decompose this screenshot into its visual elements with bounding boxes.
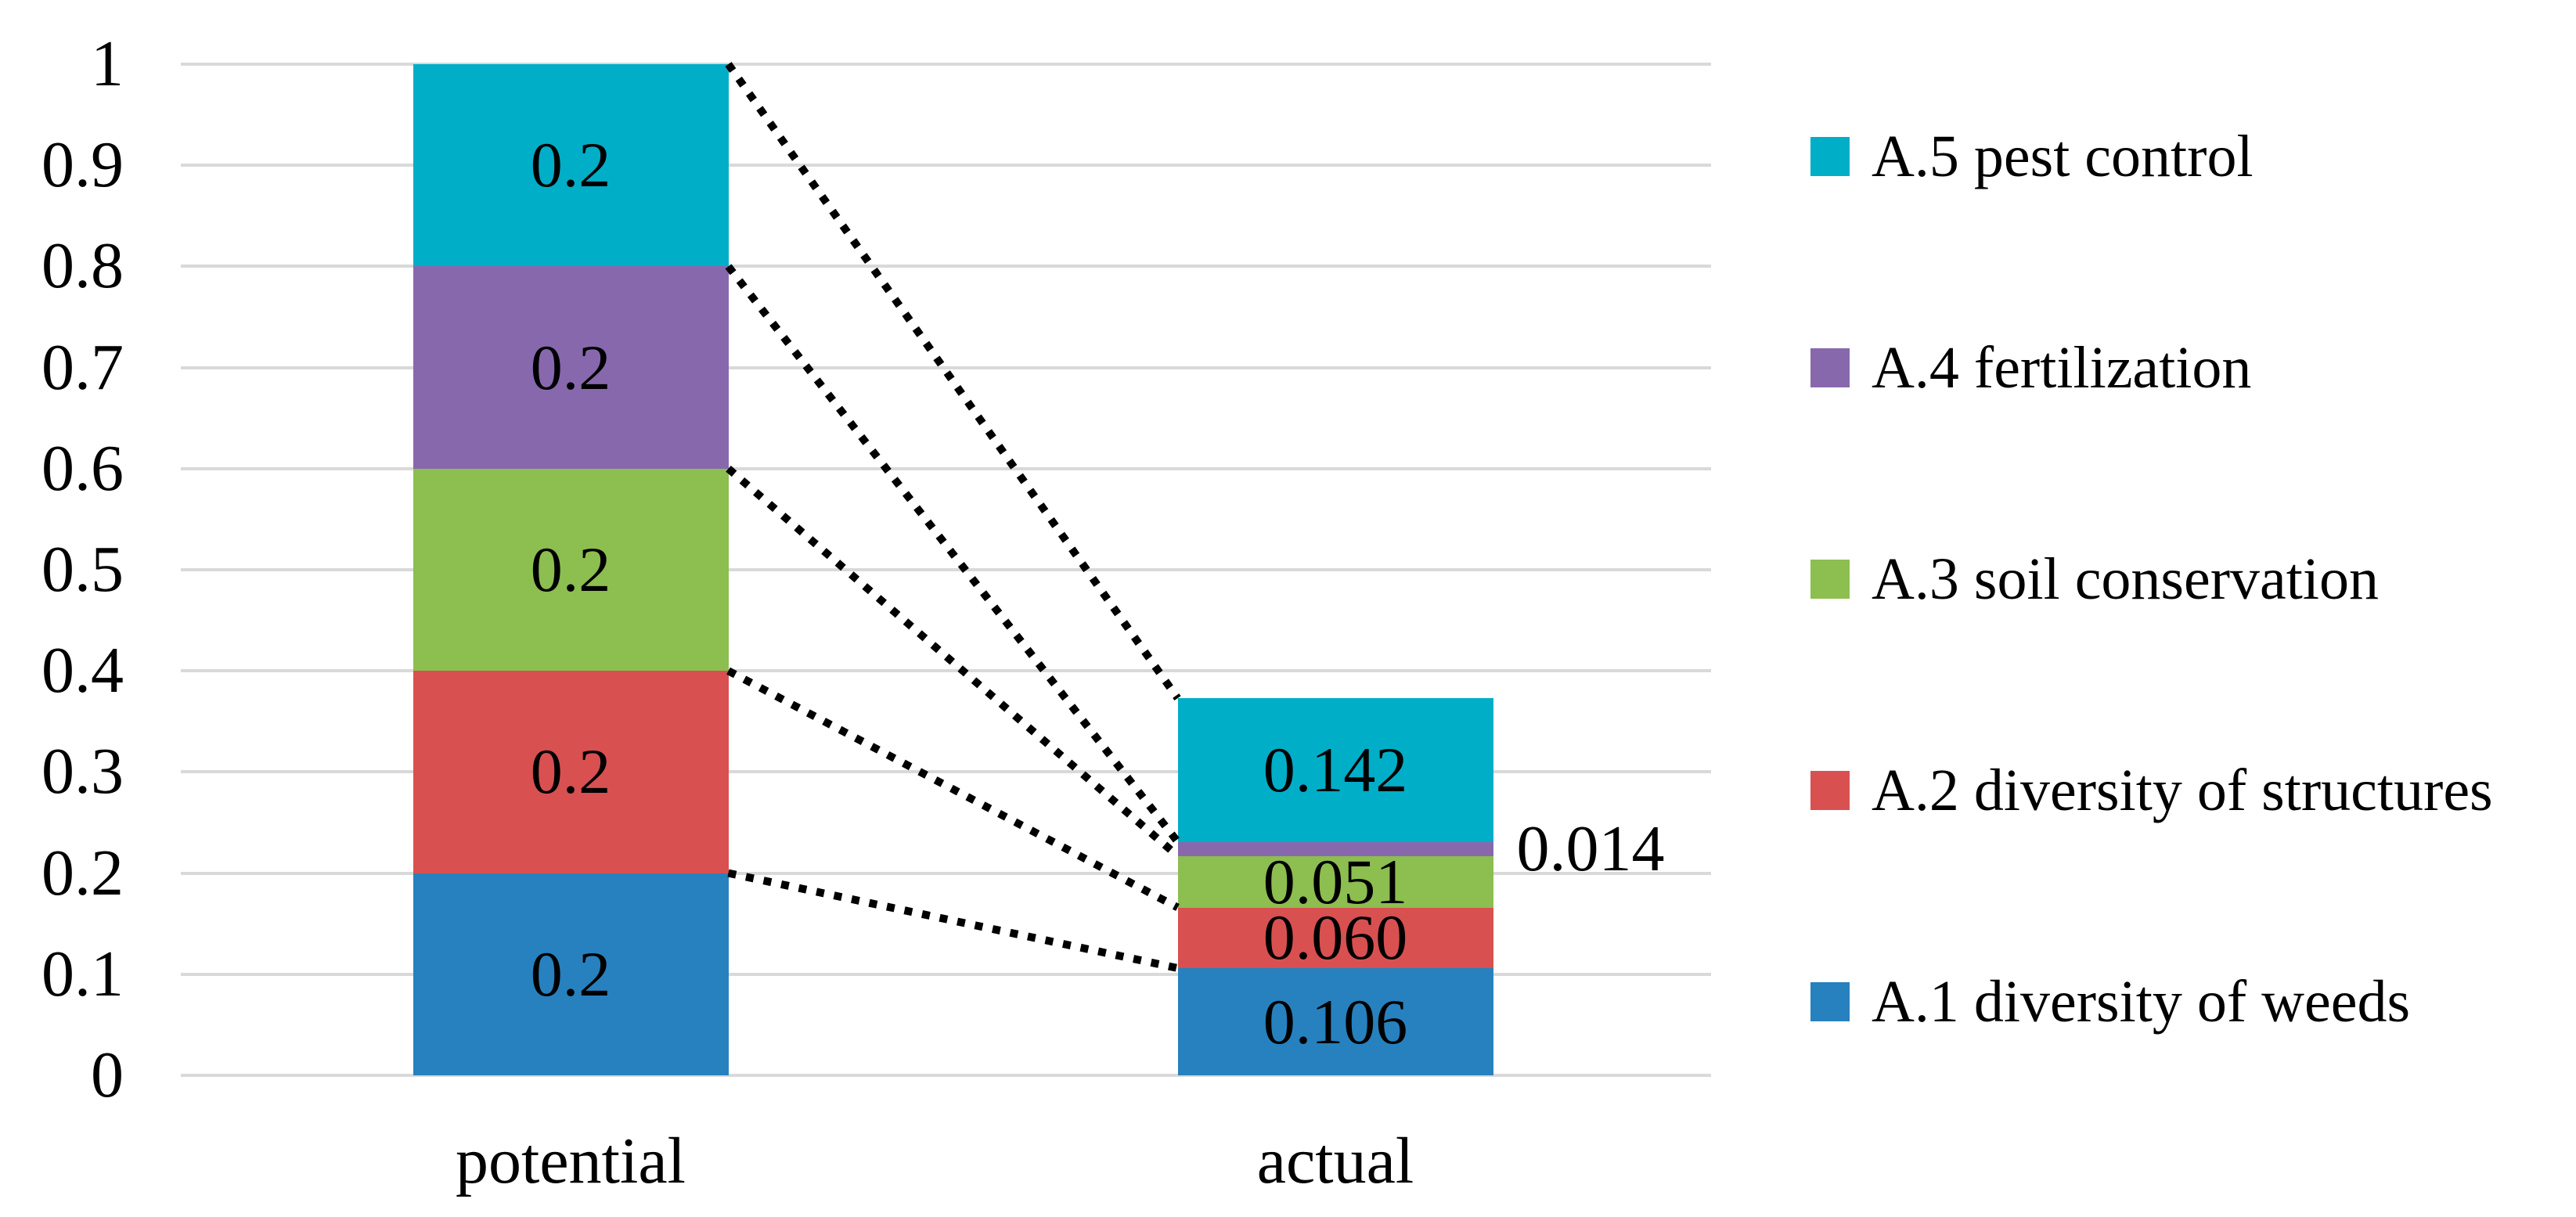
y-axis-tick-label: 0 xyxy=(91,1039,124,1111)
y-axis-tick-label: 0.3 xyxy=(41,735,124,808)
y-axis-tick-label: 0.9 xyxy=(41,128,124,202)
connector-line-a5 xyxy=(725,62,1181,700)
bar-segment-actual-a4 xyxy=(1177,841,1493,856)
bar-segment-label-actual-a2: 0.060 xyxy=(1263,902,1408,974)
y-axis-tick-label: 1 xyxy=(91,27,124,100)
connector-line-a4 xyxy=(725,264,1181,844)
bar-segment-label-actual-a5: 0.142 xyxy=(1263,733,1408,805)
legend-label-a3: A.3 soil conservation xyxy=(1872,546,2380,612)
bar-segment-potential-a4 xyxy=(413,266,729,469)
gridline xyxy=(181,972,1711,976)
legend-item-a3: A.3 soil conservation xyxy=(1810,540,2379,618)
y-axis-tick-label: 0.7 xyxy=(41,330,124,404)
bar-segment-potential-a3 xyxy=(413,468,729,672)
gridline xyxy=(181,365,1711,369)
y-axis-tick-label: 0.5 xyxy=(41,533,124,606)
bar-segment-actual-a1 xyxy=(1177,968,1493,1075)
legend-swatch-a2 xyxy=(1810,771,1850,810)
legend-label-a5: A.5 pest control xyxy=(1872,124,2254,189)
legend-label-a2: A.2 diversity of structures xyxy=(1872,758,2493,823)
bar-segment-label-potential-a4: 0.2 xyxy=(530,331,611,403)
x-axis-category-label-potential: potential xyxy=(456,1125,686,1197)
bar-segment-label-potential-a1: 0.2 xyxy=(530,938,611,1010)
bar-segment-label-potential-a3: 0.2 xyxy=(530,534,611,605)
y-axis-tick-label: 0.6 xyxy=(41,431,124,505)
legend-item-a4: A.4 fertilization xyxy=(1810,329,2251,407)
outside-data-label-a4: 0.014 xyxy=(1516,812,1665,885)
gridline xyxy=(181,568,1711,571)
legend-swatch-a3 xyxy=(1810,560,1850,599)
bar-segment-label-potential-a2: 0.2 xyxy=(530,736,611,808)
legend-item-a2: A.2 diversity of structures xyxy=(1810,751,2493,830)
bar-segment-potential-a1 xyxy=(413,873,729,1075)
gridline xyxy=(181,63,1711,66)
y-axis-tick-label: 0.1 xyxy=(41,937,124,1010)
bar-segment-actual-a2 xyxy=(1177,907,1493,969)
y-axis-tick-label: 0.8 xyxy=(41,229,124,303)
connector-line-a3 xyxy=(726,466,1180,859)
bar-segment-label-actual-a3: 0.051 xyxy=(1263,845,1408,917)
bar-segment-label-potential-a5: 0.2 xyxy=(530,129,611,201)
connector-line-a1 xyxy=(727,869,1179,972)
legend-label-a4: A.4 fertilization xyxy=(1872,335,2252,401)
legend-swatch-a1 xyxy=(1810,982,1850,1021)
gridline xyxy=(181,669,1711,673)
gridline xyxy=(181,466,1711,470)
legend-item-a1: A.1 diversity of weeds xyxy=(1810,963,2410,1041)
bar-segment-actual-a3 xyxy=(1177,855,1493,908)
y-axis-tick-label: 0.2 xyxy=(41,836,124,909)
gridline xyxy=(181,265,1711,268)
y-axis-tick-label: 0.4 xyxy=(41,634,124,708)
gridline xyxy=(181,1074,1711,1077)
legend-swatch-a5 xyxy=(1810,137,1850,176)
legend-label-a1: A.1 diversity of weeds xyxy=(1872,969,2411,1035)
bar-segment-actual-a5 xyxy=(1177,698,1493,842)
x-axis-category-label-actual: actual xyxy=(1256,1125,1414,1197)
bar-segment-potential-a5 xyxy=(413,64,729,267)
gridline xyxy=(181,164,1711,167)
legend-item-a5: A.5 pest control xyxy=(1810,117,2254,196)
bar-segment-potential-a2 xyxy=(413,671,729,873)
bar-segment-label-actual-a1: 0.106 xyxy=(1263,985,1408,1057)
legend-swatch-a4 xyxy=(1810,348,1850,387)
